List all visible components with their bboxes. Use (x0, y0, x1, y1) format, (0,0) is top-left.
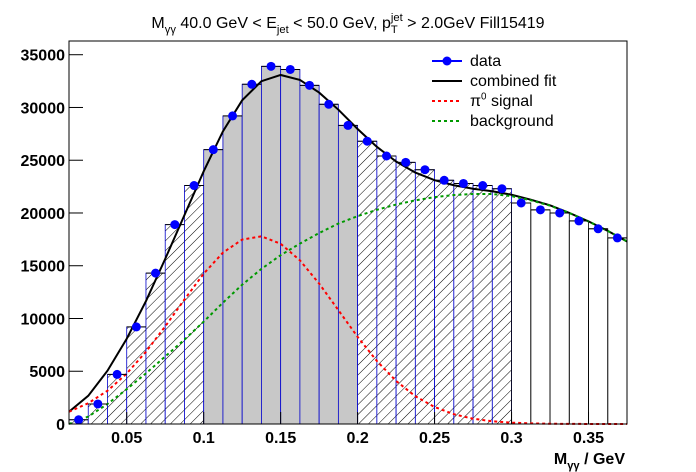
data-point (497, 184, 507, 194)
legend-label-part: signal (487, 93, 533, 110)
data-point (266, 61, 276, 71)
chart-title-part: > 2.0GeV Fill15419 (403, 15, 545, 32)
histogram-bar (261, 65, 282, 425)
histogram-bar (453, 183, 474, 425)
data-point (362, 136, 372, 146)
legend-label: π0 signal (470, 92, 533, 110)
fit-line (68, 235, 628, 425)
y-tick-label: 20000 (21, 206, 66, 223)
legend-label-part: π (470, 93, 481, 110)
data-point (343, 120, 353, 130)
data-point (593, 224, 603, 234)
data-point (305, 80, 315, 90)
x-tick-label: 0.3 (500, 430, 522, 447)
legend-label-part: 0 (481, 92, 487, 103)
y-tick-label: 30000 (21, 100, 66, 117)
data-point (208, 145, 218, 155)
x-axis-label-part: / GeV (580, 451, 626, 468)
histogram-bar (299, 84, 320, 425)
x-tick-label: 0.15 (265, 430, 296, 447)
x-tick-label: 0.1 (193, 430, 215, 447)
legend-label: background (470, 113, 554, 130)
chart-title-part: jet (390, 12, 404, 24)
x-axis-label-part: M (554, 451, 567, 468)
data-point (555, 208, 565, 218)
data-point (458, 178, 468, 188)
legend-label: data (470, 53, 501, 70)
y-tick-label: 0 (56, 417, 65, 434)
chart-title-part: < 50.0 GeV, p (289, 15, 391, 32)
data-point (381, 151, 391, 161)
y-tick-label: 25000 (21, 153, 66, 170)
fit-line (68, 192, 628, 425)
data-point (535, 205, 545, 215)
chart-title-part: γγ (165, 24, 177, 36)
y-tick-label: 35000 (21, 48, 66, 65)
histogram-bar (491, 188, 512, 425)
chart-title-part: M (151, 15, 164, 32)
chart-title-part: 40.0 GeV < E (176, 15, 277, 32)
x-axis-label-part: γγ (567, 460, 580, 472)
y-tick-label: 10000 (21, 311, 66, 328)
data-point (151, 268, 161, 278)
x-tick-label: 0.35 (573, 430, 604, 447)
data-point (93, 399, 103, 409)
data-point (189, 181, 199, 191)
x-tick-label: 0.25 (419, 430, 450, 447)
histogram-bar (107, 374, 128, 425)
data-point (324, 99, 334, 109)
data-point (401, 157, 411, 167)
histogram-bar (318, 103, 339, 425)
data-point (420, 165, 430, 175)
data-point (112, 369, 122, 379)
histogram-bar (357, 140, 378, 425)
histogram-bar (241, 83, 262, 425)
histogram-bar (414, 169, 435, 425)
histogram-bar (222, 115, 243, 425)
chart-title: Mγγ 40.0 GeV < Ejet < 50.0 GeV, pTjet > … (151, 12, 544, 36)
plot-frame (68, 40, 628, 425)
histogram-bar (280, 69, 301, 425)
histogram-bar (337, 125, 359, 425)
data-point (74, 415, 84, 425)
x-tick-label: 0.05 (111, 430, 142, 447)
legend-marker (442, 56, 452, 66)
chart-title-part: T (391, 24, 398, 36)
data-point (131, 322, 141, 332)
data-point (247, 79, 257, 89)
histogram-bar (472, 185, 493, 425)
data-point (478, 181, 488, 191)
data-point (612, 233, 622, 243)
legend-label: combined fit (470, 73, 557, 90)
data-point (285, 64, 295, 74)
x-tick-label: 0.2 (346, 430, 368, 447)
x-axis-label: Mγγ / GeV (554, 451, 625, 472)
y-tick-label: 15000 (21, 259, 66, 276)
data-point (574, 216, 584, 226)
data-point (170, 220, 180, 230)
histogram-bar (203, 149, 224, 425)
y-tick-label: 5000 (29, 364, 65, 381)
chart-title-part: jet (276, 24, 290, 36)
histogram-bar (376, 155, 397, 425)
histogram-bar (184, 185, 205, 425)
data-point (439, 175, 449, 185)
fit-line (68, 73, 628, 413)
data-point (516, 198, 526, 208)
histogram-bar (434, 179, 455, 425)
data-point (228, 111, 238, 121)
histogram-bar (126, 326, 147, 425)
